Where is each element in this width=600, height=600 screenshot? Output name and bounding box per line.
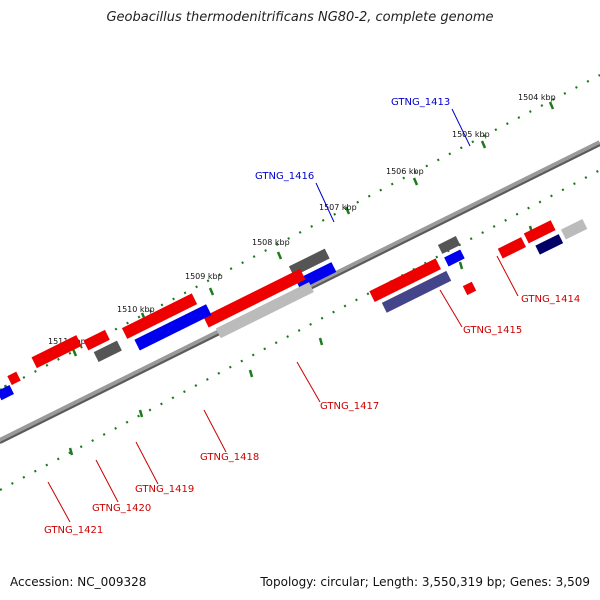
leader-line [135, 441, 159, 485]
leader-line [451, 108, 471, 147]
gene-feature-1421 [7, 371, 21, 386]
major-tick [480, 140, 487, 149]
major-tick [208, 287, 215, 296]
major-tick [412, 177, 419, 186]
outer-tick-track [0, 74, 600, 391]
reverse-leaders [47, 255, 519, 523]
gene-label: GTNG_1415 [463, 325, 522, 336]
gene-label: GTNG_1413 [391, 97, 450, 108]
major-tick [276, 251, 283, 260]
gene-feature-1415a [369, 258, 441, 303]
major-tick [71, 348, 78, 357]
gene-label: GTNG_1416 [255, 171, 314, 182]
gene-feature-left-blue [0, 385, 14, 401]
leader-line [296, 361, 321, 403]
major-tick [548, 101, 555, 110]
major-tick [138, 409, 144, 418]
kbp-label: 1506 kbp [386, 167, 424, 176]
gene-feature-right-a [497, 237, 526, 259]
leader-line [95, 459, 119, 503]
leader-line [496, 255, 519, 297]
kbp-label: 1505 kbp [452, 130, 490, 139]
gene-feature-1418a [121, 293, 198, 339]
kbp-label: 1504 kbp [518, 93, 556, 102]
gene-label: GTNG_1421 [44, 525, 103, 536]
accession-label: Accession: NC_009328 [10, 575, 147, 589]
leader-line [47, 481, 71, 523]
gene-feature-1419b [93, 340, 122, 363]
gene-feature-1414 [462, 281, 477, 296]
kbp-label: 1510 kbp [117, 305, 155, 314]
kbp-label: 1509 kbp [185, 272, 223, 281]
gene-feature-1418b [134, 304, 212, 351]
genome-summary: Topology: circular; Length: 3,550,319 bp… [260, 575, 590, 589]
gene-feature-right-c [535, 234, 564, 255]
major-tick [344, 206, 351, 215]
gene-label: GTNG_1419 [135, 484, 194, 495]
leader-line [439, 289, 463, 328]
gene-label: GTNG_1420 [92, 503, 151, 514]
forward-leaders [315, 108, 471, 223]
major-tick [318, 337, 324, 346]
major-ticks [3, 101, 555, 393]
gene-feature-1420 [31, 335, 82, 369]
map-title: Geobacillus thermodenitrificans NG80-2, … [106, 10, 494, 25]
gene-feature-right-b [523, 220, 556, 244]
gene-feature-1417a [203, 268, 306, 328]
inner-tick-track [0, 169, 600, 491]
major-tick [458, 261, 464, 270]
gene-label: GTNG_1414 [521, 294, 580, 305]
leader-line [203, 409, 227, 453]
gene-feature-1413b [444, 249, 465, 267]
major-tick [68, 447, 74, 456]
gene-feature-1416b [295, 262, 337, 290]
gene-feature-right-d [560, 218, 588, 240]
major-tick [248, 369, 254, 378]
kbp-label: 1508 kbp [252, 238, 290, 247]
kbp-label: 1507 kbp [319, 203, 357, 212]
gene-feature-1415b [381, 270, 452, 313]
leader-line [315, 182, 335, 223]
gene-label: GTNG_1418 [200, 452, 259, 463]
gene-feature-1419a [83, 329, 110, 351]
gene-label: GTNG_1417 [320, 401, 379, 412]
gene-feature-1413 [437, 236, 461, 254]
gene-feature-1417b [215, 282, 314, 339]
